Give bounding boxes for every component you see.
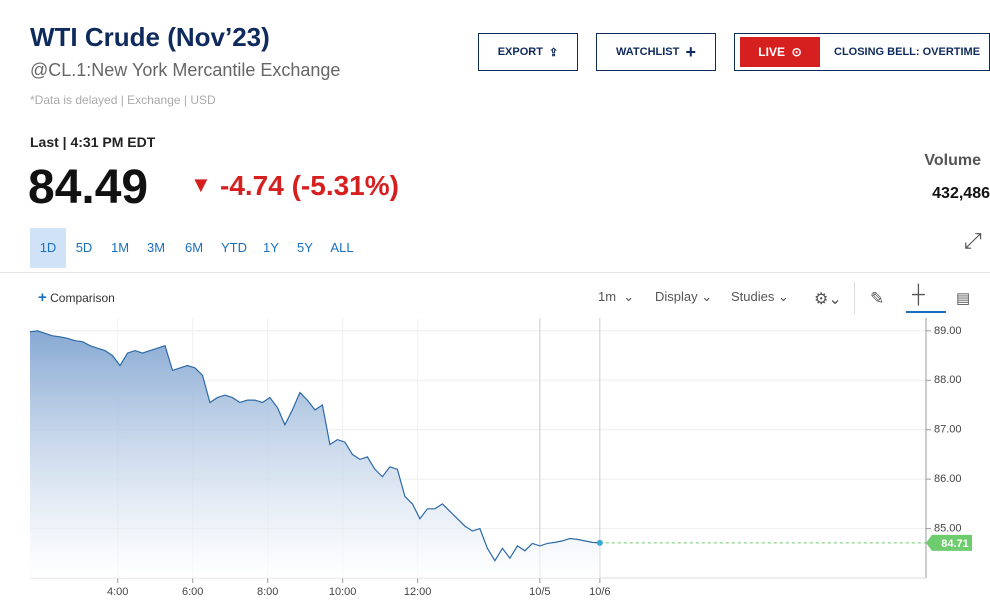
down-arrow: ▼ bbox=[190, 172, 212, 197]
range-button[interactable]: 1Y bbox=[263, 240, 279, 255]
studies[interactable]: Studies ⌄ bbox=[731, 289, 789, 304]
divider bbox=[0, 272, 990, 273]
x-tick-label: 4:00 bbox=[107, 586, 128, 598]
line bbox=[29, 330, 600, 562]
range-button[interactable]: 5D bbox=[75, 240, 93, 255]
x-tick-label: 10:00 bbox=[329, 586, 357, 598]
range-button[interactable]: YTD bbox=[221, 240, 247, 255]
expand-icon[interactable]: ⤢ bbox=[964, 228, 982, 253]
comparison[interactable]: + Comparison bbox=[38, 289, 115, 306]
label: Studies bbox=[731, 289, 775, 304]
y-tick-label: 86.00 bbox=[934, 473, 962, 485]
last-point bbox=[596, 539, 603, 546]
x-tick-label: 6:00 bbox=[182, 586, 203, 598]
active-tab bbox=[906, 311, 946, 313]
volume: 432,486 bbox=[932, 185, 990, 202]
label: 1m bbox=[598, 289, 617, 304]
label: Comparison bbox=[50, 291, 115, 305]
y-tick-label: 85.00 bbox=[934, 522, 962, 534]
last-price-label: 84.71 bbox=[941, 538, 969, 550]
display[interactable]: Display ⌄ bbox=[655, 289, 713, 304]
x-tick-label: 10/6 bbox=[589, 586, 610, 598]
label: EXPORT bbox=[497, 46, 543, 58]
export-button[interactable]: EXPORT ⇪ bbox=[478, 33, 578, 71]
separator bbox=[854, 282, 855, 314]
range-button[interactable]: 3M bbox=[146, 240, 166, 255]
settings-icon[interactable]: ⚙⌄ bbox=[814, 291, 842, 308]
y-tick-label: 89.00 bbox=[934, 325, 962, 337]
range-button[interactable]: 1D bbox=[30, 228, 66, 268]
range-button[interactable]: ALL bbox=[330, 240, 354, 255]
label: CLOSING BELL: OVERTIME bbox=[834, 46, 981, 58]
interval[interactable]: 1m ⌄ bbox=[598, 289, 635, 304]
price: 84.49 bbox=[28, 161, 149, 214]
x-tick-label: 12:00 bbox=[404, 586, 432, 598]
draw-icon[interactable]: ✎ bbox=[870, 289, 885, 308]
subtitle: @CL.1:New York Mercantile Exchange bbox=[30, 60, 341, 80]
y-tick-label: 87.00 bbox=[934, 424, 962, 436]
range-button[interactable]: 5Y bbox=[297, 240, 313, 255]
volume-label: Volume bbox=[924, 152, 981, 169]
live-badge: LIVE ⊙ bbox=[740, 37, 820, 67]
label: LIVE bbox=[758, 45, 785, 59]
x-tick-label: 10/5 bbox=[529, 586, 550, 598]
comment-icon[interactable]: ▤ bbox=[956, 290, 971, 307]
x-tick-label: 8:00 bbox=[257, 586, 278, 598]
y-tick-label: 88.00 bbox=[934, 374, 962, 386]
title: WTI Crude (Nov’23) bbox=[30, 22, 270, 52]
change: -4.74 (-5.31%) bbox=[220, 170, 399, 201]
label: Display bbox=[655, 289, 698, 304]
watchlist-button[interactable]: WATCHLIST + bbox=[596, 33, 716, 71]
range-button[interactable]: 1M bbox=[110, 240, 130, 255]
last-label: Last | 4:31 PM EDT bbox=[30, 134, 156, 150]
range-button[interactable]: 6M bbox=[184, 240, 204, 255]
area bbox=[30, 330, 600, 578]
note: *Data is delayed | Exchange | USD bbox=[30, 93, 216, 107]
crosshair-icon[interactable]: ┼ bbox=[912, 284, 925, 304]
last-price-tag bbox=[926, 534, 972, 551]
label: WATCHLIST bbox=[616, 46, 680, 58]
